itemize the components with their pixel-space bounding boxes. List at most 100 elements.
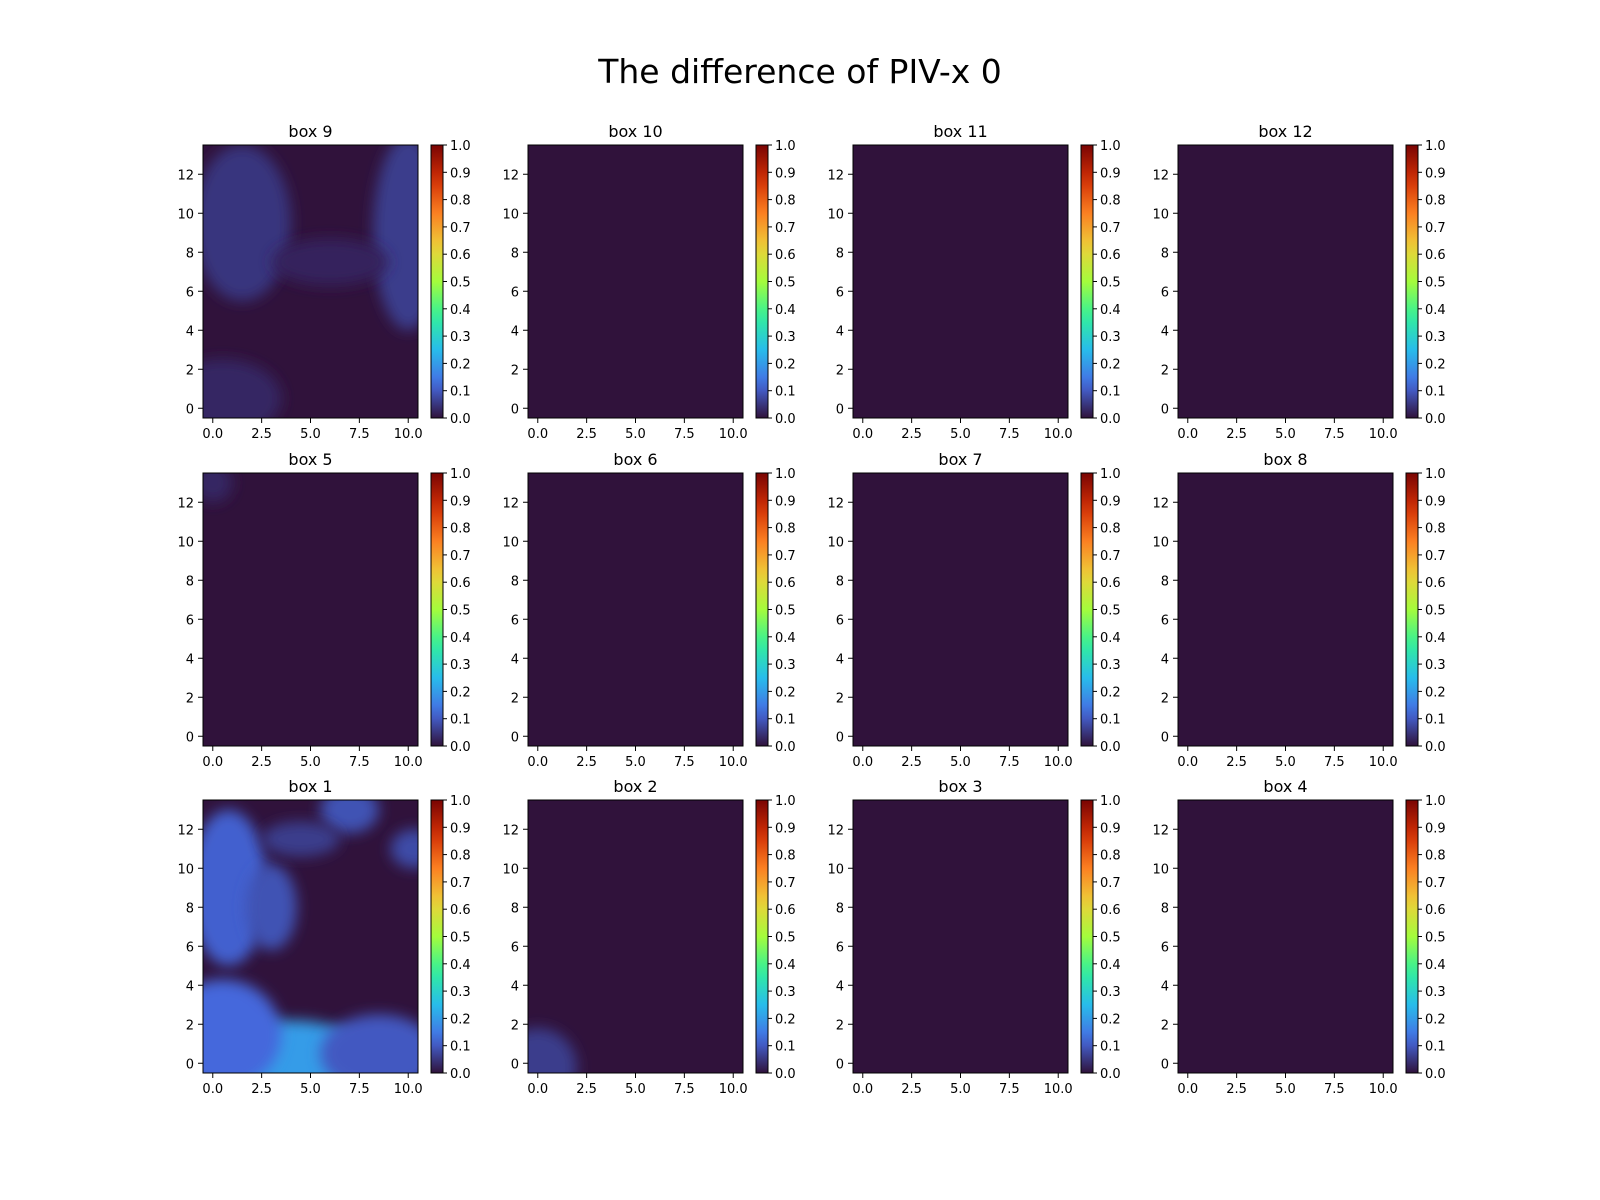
colorbar-tick-label: 0.1 <box>775 385 796 400</box>
colorbar-tick-label: 0.2 <box>450 1012 471 1027</box>
colorbar-tick-label: 0.9 <box>1100 166 1121 181</box>
x-tick-label: 10.0 <box>719 755 748 770</box>
panel-box-1: box 1 0.0 2.5 5.0 7.5 10.0 0 2 4 6 8 10 12 0.0 0.1 0.2 0… <box>177 777 471 1097</box>
y-tick-label: 12 <box>1152 168 1169 183</box>
colorbar-tick-label: 0.6 <box>450 576 471 591</box>
x-tick-label: 0.0 <box>852 755 873 770</box>
y-tick-label: 6 <box>1161 613 1169 628</box>
heatmap-region <box>246 864 297 951</box>
x-tick-label: 7.5 <box>1324 1082 1345 1097</box>
y-tick-label: 4 <box>511 324 519 339</box>
colorbar-tick-label: 0.9 <box>450 821 471 836</box>
colorbar-tick-label: 0.1 <box>450 385 471 400</box>
x-tick-label: 2.5 <box>251 427 272 442</box>
colorbar-tick-label: 0.0 <box>1425 1067 1446 1082</box>
colorbar-tick-label: 0.1 <box>1425 713 1446 728</box>
x-tick-label: 10.0 <box>394 1082 423 1097</box>
colorbar-tick-label: 0.3 <box>1100 330 1121 345</box>
colorbar-tick-label: 0.7 <box>775 221 796 236</box>
x-tick-label: 2.5 <box>901 755 922 770</box>
colorbar-tick-label: 0.1 <box>1425 385 1446 400</box>
colorbar-tick-label: 0.4 <box>450 631 471 646</box>
colorbar-tick-label: 0.7 <box>775 876 796 891</box>
x-tick-label: 5.0 <box>1275 427 1296 442</box>
heatmap-field <box>203 800 418 1073</box>
colorbar-tick-label: 0.4 <box>1100 631 1121 646</box>
panel-box-2: box 2 0.0 2.5 5.0 7.5 10.0 0 2 4 6 8 10 12 0.0 0.1 0.2 0… <box>502 777 796 1097</box>
colorbar-tick-label: 0.5 <box>775 931 796 946</box>
colorbar-tick-label: 0.4 <box>450 958 471 973</box>
y-tick-label: 8 <box>836 246 844 261</box>
colorbar-tick-label: 0.8 <box>1100 849 1121 864</box>
colorbar-tick-label: 0.0 <box>1100 740 1121 755</box>
heatmap-region <box>320 1014 418 1073</box>
colorbar-tick-label: 0.4 <box>1425 631 1446 646</box>
colorbar-tick-label: 0.0 <box>775 412 796 427</box>
colorbar-tick-label: 0.8 <box>775 522 796 537</box>
y-tick-label: 6 <box>511 940 519 955</box>
x-tick-label: 0.0 <box>202 1082 223 1097</box>
y-tick-label: 12 <box>1152 496 1169 511</box>
colorbar-tick-label: 0.6 <box>1100 248 1121 263</box>
colorbar-tick-label: 0.4 <box>450 303 471 318</box>
y-tick-label: 10 <box>177 535 194 550</box>
heatmap-background <box>528 800 743 1073</box>
colorbar-tick-label: 0.6 <box>1425 248 1446 263</box>
colorbar-tick-label: 0.2 <box>775 685 796 700</box>
colorbar <box>431 800 443 1073</box>
colorbar-tick-label: 0.8 <box>1100 194 1121 209</box>
colorbar-tick-label: 0.2 <box>1425 685 1446 700</box>
y-tick-label: 8 <box>511 246 519 261</box>
colorbar-tick-label: 0.0 <box>775 740 796 755</box>
colorbar-tick-label: 0.9 <box>775 821 796 836</box>
x-tick-label: 2.5 <box>251 755 272 770</box>
y-tick-label: 10 <box>502 535 519 550</box>
y-tick-label: 0 <box>511 1057 519 1072</box>
colorbar-tick-label: 0.3 <box>775 330 796 345</box>
panel-title: box 10 <box>608 122 662 141</box>
y-tick-label: 4 <box>1161 324 1169 339</box>
y-tick-label: 2 <box>511 691 519 706</box>
panel-box-7: box 7 0.0 2.5 5.0 7.5 10.0 0 2 4 6 8 10 12 0.0 0.1 0.2 0… <box>827 450 1120 770</box>
x-tick-label: 2.5 <box>576 1082 597 1097</box>
colorbar-tick-label: 0.8 <box>1425 194 1446 209</box>
colorbar-tick-label: 1.0 <box>1425 794 1446 809</box>
x-tick-label: 10.0 <box>1369 1082 1398 1097</box>
y-tick-label: 2 <box>836 1018 844 1033</box>
y-tick-label: 10 <box>1152 207 1169 222</box>
heatmap-background <box>853 473 1068 746</box>
colorbar-tick-label: 0.6 <box>450 248 471 263</box>
colorbar-tick-label: 0.3 <box>1100 658 1121 673</box>
x-tick-label: 10.0 <box>1044 427 1073 442</box>
x-tick-label: 5.0 <box>625 755 646 770</box>
colorbar-tick-label: 0.7 <box>1100 221 1121 236</box>
y-tick-label: 8 <box>1161 246 1169 261</box>
x-tick-label: 2.5 <box>901 1082 922 1097</box>
y-tick-label: 12 <box>827 823 844 838</box>
colorbar-tick-label: 0.4 <box>775 631 796 646</box>
colorbar-tick-label: 0.9 <box>1100 494 1121 509</box>
colorbar-tick-label: 1.0 <box>1425 139 1446 154</box>
y-tick-label: 12 <box>827 168 844 183</box>
colorbar-tick-label: 0.2 <box>1425 1012 1446 1027</box>
x-tick-label: 0.0 <box>1177 1082 1198 1097</box>
y-tick-label: 0 <box>1161 730 1169 745</box>
colorbar-tick-label: 1.0 <box>450 794 471 809</box>
colorbar-tick-label: 0.5 <box>1100 276 1121 291</box>
panel-title: box 12 <box>1258 122 1312 141</box>
colorbar-tick-label: 0.5 <box>450 276 471 291</box>
x-tick-label: 5.0 <box>950 755 971 770</box>
colorbar-tick-label: 0.5 <box>1425 604 1446 619</box>
y-tick-label: 0 <box>511 730 519 745</box>
y-tick-label: 2 <box>836 363 844 378</box>
panel-box-10: box 10 0.0 2.5 5.0 7.5 10.0 0 2 4 6 8 10 12 0.0 0.1 0.2… <box>502 122 795 442</box>
y-tick-label: 0 <box>186 1057 194 1072</box>
colorbar-tick-label: 0.5 <box>1425 276 1446 291</box>
colorbar-tick-label: 0.1 <box>1100 385 1121 400</box>
colorbar-tick-label: 0.5 <box>450 931 471 946</box>
y-tick-label: 12 <box>1152 823 1169 838</box>
heatmap-region <box>203 359 282 418</box>
y-tick-label: 12 <box>502 823 519 838</box>
colorbar-tick-label: 0.9 <box>1425 166 1446 181</box>
